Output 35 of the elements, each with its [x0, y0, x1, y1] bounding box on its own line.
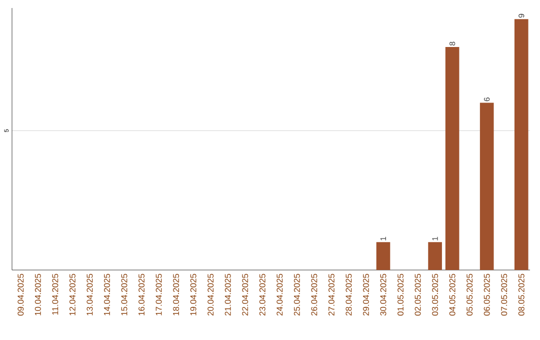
x-tick-label: 15.04.2025: [121, 274, 128, 316]
x-tick-label: 05.05.2025: [466, 274, 473, 316]
x-tick-label: 28.04.2025: [346, 274, 352, 316]
x-tick-label: 10.04.2025: [34, 274, 41, 316]
x-tick-label: 19.04.2025: [190, 274, 196, 316]
bar: [480, 102, 494, 270]
x-tick-label: 03.05.2025: [432, 274, 438, 316]
x-tick-label: 20.04.2025: [208, 274, 214, 316]
x-tick-label: 01.05.2025: [398, 274, 404, 316]
x-tick-label: 13.04.2025: [86, 274, 93, 316]
x-tick-label: 29.04.2025: [362, 274, 369, 316]
x-tick-label: 17.04.2025: [156, 274, 162, 316]
x-tick-label: 11.04.2025: [52, 274, 58, 315]
x-tick-label: 25.04.2025: [294, 274, 300, 316]
x-tick-label: 07.05.2025: [501, 274, 508, 316]
x-tick-label: 12.04.2025: [69, 274, 76, 316]
x-tick-label: 16.04.2025: [138, 274, 144, 316]
x-tick-label: 26.04.2025: [311, 274, 318, 316]
x-tick-label: 30.04.2025: [380, 274, 386, 316]
x-tick-label: 06.05.2025: [484, 274, 490, 316]
x-tick-label: 24.04.2025: [276, 274, 283, 316]
x-tick-label: 04.05.2025: [449, 274, 456, 316]
x-tick-label: 09.04.2025: [18, 274, 24, 316]
x-tick-label: 23.04.2025: [259, 274, 266, 316]
x-tick-label: 27.04.2025: [328, 274, 334, 316]
bar: [428, 242, 442, 270]
bar: [514, 19, 528, 270]
x-tick-label: 21.04.2025: [224, 274, 231, 316]
x-tick-label: 18.04.2025: [173, 274, 180, 316]
bar: [376, 242, 390, 270]
x-tick-label: 14.04.2025: [104, 274, 110, 316]
x-tick-label: 08.05.2025: [518, 274, 524, 316]
bar: [445, 47, 460, 270]
x-tick-label: 02.05.2025: [414, 274, 421, 316]
x-tick-label: 22.04.2025: [242, 274, 248, 316]
